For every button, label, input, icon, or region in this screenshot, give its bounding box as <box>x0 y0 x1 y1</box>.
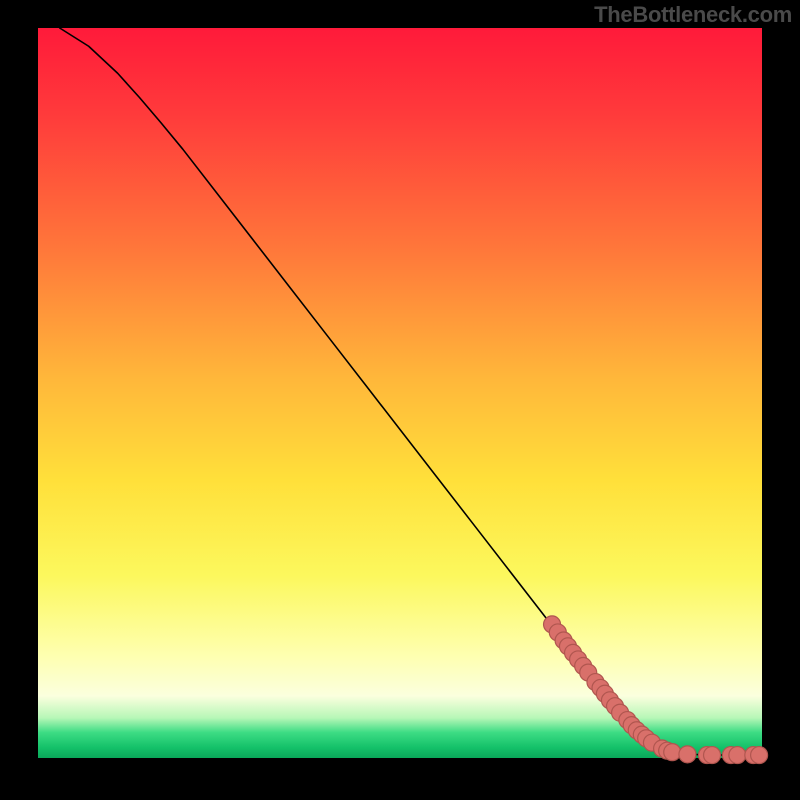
data-marker <box>679 746 696 763</box>
bottleneck-chart-svg <box>0 0 800 800</box>
data-marker <box>704 747 721 764</box>
data-marker <box>664 744 681 761</box>
data-marker <box>729 747 746 764</box>
plot-background <box>38 28 762 758</box>
watermark-text: TheBottleneck.com <box>594 2 792 28</box>
data-marker <box>751 747 768 764</box>
chart-canvas: TheBottleneck.com <box>0 0 800 800</box>
